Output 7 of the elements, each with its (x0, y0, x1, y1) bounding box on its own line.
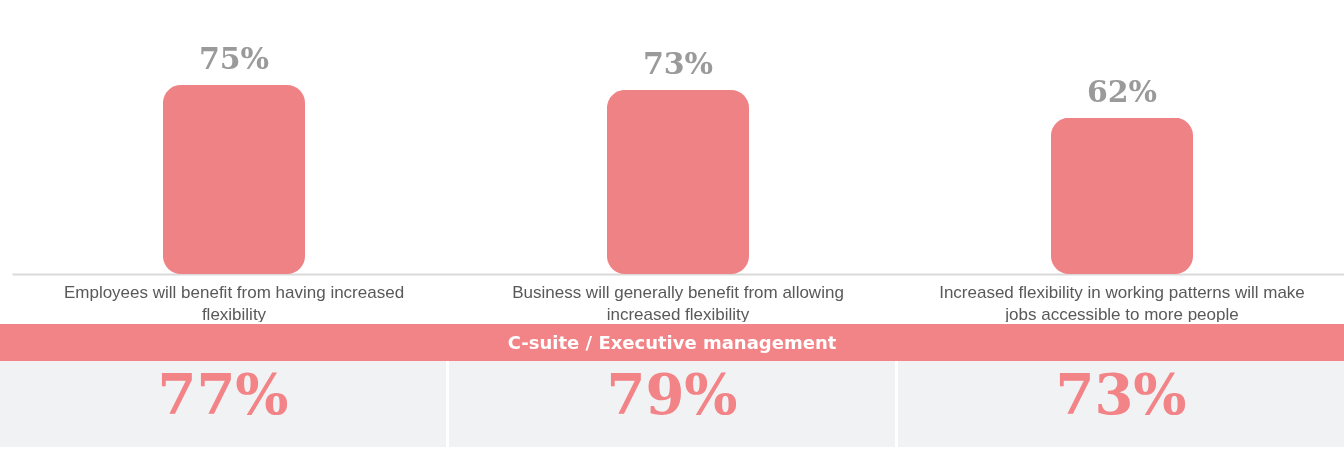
text: 73% (898, 361, 1344, 447)
data-label: 62% (1086, 73, 1158, 109)
data-label: 75% (198, 41, 270, 76)
text: C-suite / Executive management (0, 324, 1344, 361)
text: 77% (0, 361, 446, 447)
text: 79% (449, 361, 895, 447)
data-label: 73% (642, 46, 714, 82)
